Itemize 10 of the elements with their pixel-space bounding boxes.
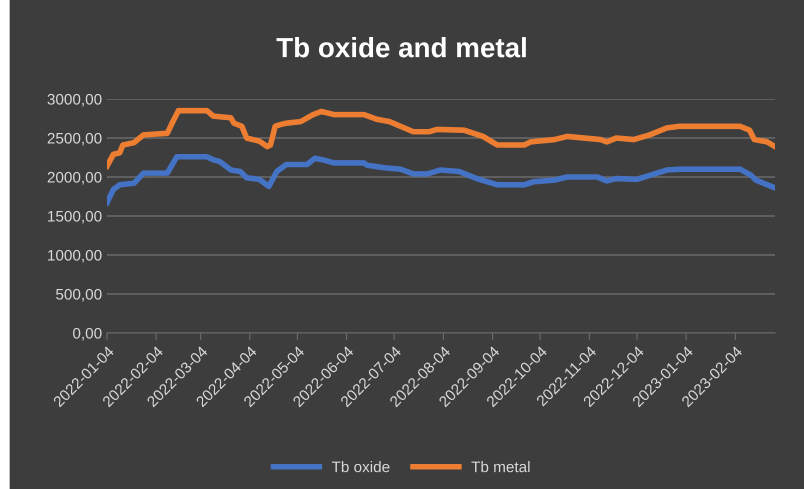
y-tick-label: 1500,00: [48, 210, 102, 224]
chart-title: Tb oxide and metal: [276, 37, 526, 58]
legend-label: Tb metal: [471, 461, 530, 472]
y-tick-label: 2500,00: [48, 132, 102, 146]
y-tick-label: 1000,00: [48, 250, 102, 262]
y-tick-label: 3000,00: [48, 94, 102, 106]
y-tick-label: 500,00: [56, 288, 102, 302]
y-tick-label: 2000,00: [48, 172, 102, 184]
legend-label: Tb oxide: [332, 461, 390, 472]
y-tick-label: 0,00: [73, 328, 102, 340]
